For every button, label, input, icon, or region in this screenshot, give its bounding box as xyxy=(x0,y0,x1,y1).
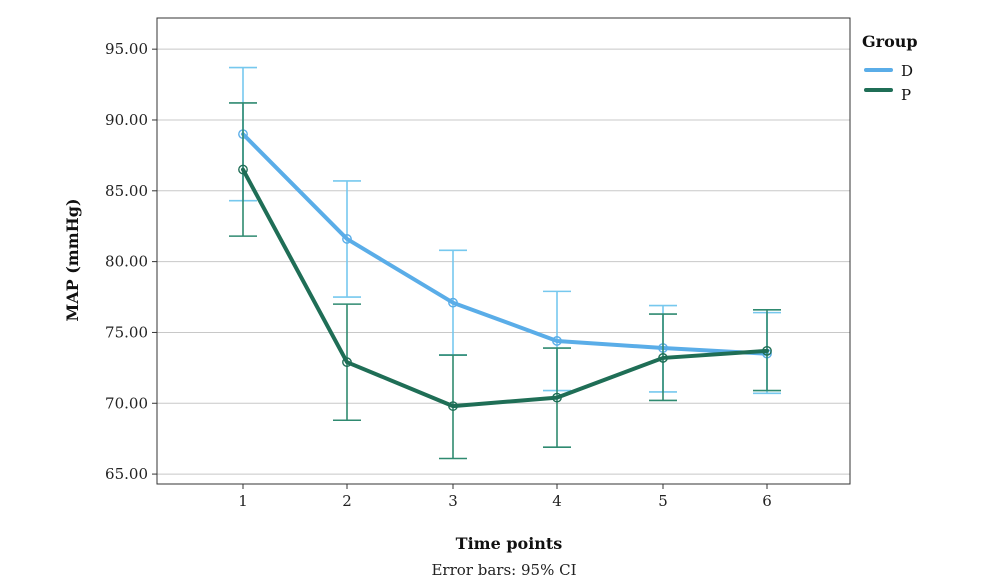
legend-label-d: D xyxy=(901,62,913,80)
x-axis-title: Time points xyxy=(456,534,563,553)
x-axis: 1 2 3 4 5 6 xyxy=(238,484,772,510)
error-bars-p xyxy=(229,102,781,460)
y-axis: 65.00 70.00 75.00 80.00 85.00 90.00 95.00 xyxy=(105,40,157,483)
x-tick-label: 4 xyxy=(552,492,562,510)
series-line-p xyxy=(241,167,769,409)
error-bars-note: Error bars: 95% CI xyxy=(431,561,576,579)
data-point-d xyxy=(342,234,352,244)
error-bars-d xyxy=(229,66,781,395)
x-tick-label: 5 xyxy=(658,492,668,510)
legend: Group D P xyxy=(862,32,918,104)
series-p xyxy=(229,102,781,460)
series-d xyxy=(229,66,781,395)
data-point-p xyxy=(342,357,352,368)
y-tick-label: 90.00 xyxy=(105,111,148,129)
data-point-p xyxy=(448,401,458,411)
data-point-p xyxy=(238,164,248,175)
data-point-p xyxy=(658,353,668,363)
y-tick-label: 95.00 xyxy=(105,40,148,58)
x-tick-label: 6 xyxy=(762,492,772,510)
y-tick-label: 65.00 xyxy=(105,465,148,483)
legend-title: Group xyxy=(862,32,918,51)
data-point-d xyxy=(552,336,562,346)
data-point-p xyxy=(552,392,562,403)
data-point-d xyxy=(448,297,458,308)
x-tick-label: 2 xyxy=(342,492,352,510)
data-point-p xyxy=(762,345,772,356)
y-tick-label: 80.00 xyxy=(105,253,148,271)
x-tick-label: 3 xyxy=(448,492,458,510)
gridlines xyxy=(157,48,850,475)
y-tick-label: 85.00 xyxy=(105,182,148,200)
series-line-d xyxy=(241,132,769,356)
y-axis-title: MAP (mmHg) xyxy=(63,198,82,321)
x-tick-label: 1 xyxy=(238,492,248,510)
y-tick-label: 70.00 xyxy=(105,394,148,412)
series-layer xyxy=(229,66,781,460)
y-tick-label: 75.00 xyxy=(105,323,148,341)
legend-label-p: P xyxy=(901,86,911,104)
plot-area-frame xyxy=(156,17,851,485)
